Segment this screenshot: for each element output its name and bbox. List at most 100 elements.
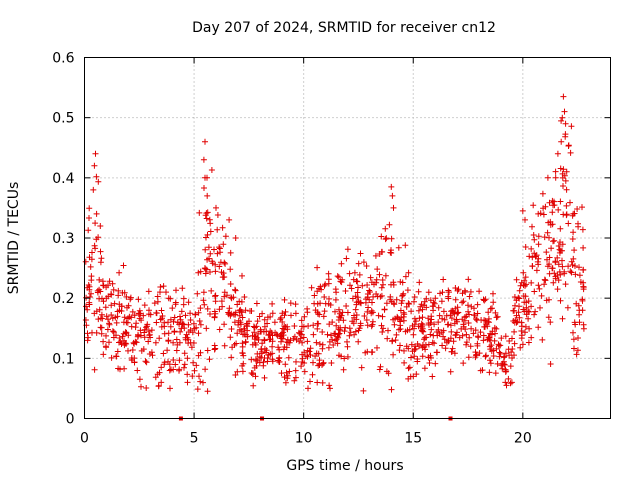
- data-point: [482, 317, 489, 324]
- data-point: [147, 311, 154, 318]
- data-point: [374, 344, 380, 351]
- data-point: [269, 358, 276, 365]
- data-point: [86, 286, 93, 293]
- data-point: [432, 360, 439, 367]
- data-point: [563, 168, 570, 175]
- data-point: [376, 271, 383, 278]
- data-point: [263, 347, 270, 354]
- data-point: [84, 330, 91, 337]
- data-point: [558, 138, 565, 145]
- data-point: [316, 311, 323, 318]
- data-point: [82, 317, 89, 323]
- data-point: [552, 168, 559, 175]
- data-point: [145, 288, 152, 295]
- data-point: [557, 165, 564, 172]
- data-point: [570, 336, 577, 343]
- data-point: [196, 318, 203, 324]
- data-point: [431, 340, 438, 347]
- data-point: [516, 287, 523, 294]
- data-point: [380, 281, 386, 288]
- data-point: [187, 310, 194, 317]
- data-point: [565, 142, 572, 149]
- data-point: [544, 174, 551, 181]
- data-point: [388, 386, 395, 393]
- data-point: [579, 297, 586, 304]
- data-point: [236, 312, 243, 319]
- data-point: [471, 305, 477, 312]
- data-point: [374, 266, 381, 273]
- data-point: [122, 340, 129, 347]
- data-point: [435, 304, 442, 311]
- data-point: [406, 364, 413, 371]
- data-point: [171, 329, 178, 335]
- data-point: [574, 206, 581, 212]
- data-point: [569, 262, 576, 268]
- data-point: [95, 316, 102, 323]
- data-point: [241, 326, 247, 332]
- data-point: [206, 356, 213, 363]
- data-point: [356, 271, 363, 278]
- data-point: [86, 205, 93, 212]
- data-point: [402, 242, 409, 249]
- data-point: [261, 316, 268, 323]
- data-point: [567, 149, 574, 156]
- data-point: [100, 338, 107, 345]
- data-point: [246, 318, 252, 325]
- data-point: [120, 330, 127, 337]
- y-tick-label: 0.3: [52, 231, 74, 247]
- data-point: [288, 312, 294, 319]
- data-point: [318, 286, 325, 293]
- data-point: [540, 211, 547, 218]
- y-tick-label: 0.5: [52, 111, 74, 127]
- data-point: [334, 273, 341, 280]
- data-point: [575, 223, 582, 230]
- data-point: [196, 209, 203, 216]
- data-point: [328, 332, 334, 339]
- data-point: [84, 306, 91, 313]
- data-point: [110, 286, 117, 293]
- data-point: [502, 333, 509, 340]
- data-point: [466, 293, 473, 300]
- data-point: [449, 345, 456, 352]
- data-point: [463, 313, 470, 320]
- data-point: [403, 343, 410, 350]
- data-point: [177, 316, 184, 323]
- data-point: [557, 225, 564, 232]
- x-tick-label: 15: [404, 431, 422, 447]
- data-point: [307, 378, 313, 385]
- data-point: [104, 326, 111, 333]
- data-point: [533, 267, 540, 274]
- data-point: [161, 323, 168, 330]
- data-point: [218, 269, 225, 276]
- data-point: [507, 363, 514, 370]
- data-point: [228, 310, 235, 317]
- data-point: [385, 327, 391, 334]
- data-point: [97, 223, 104, 229]
- data-point: [375, 312, 382, 319]
- data-point: [157, 289, 163, 296]
- data-point: [241, 294, 248, 300]
- data-point: [187, 327, 194, 334]
- data-point: [551, 270, 558, 277]
- data-point: [250, 382, 257, 389]
- data-point: [552, 258, 559, 265]
- data-point: [570, 229, 577, 236]
- data-point: [486, 343, 493, 350]
- data-point: [141, 326, 148, 333]
- data-point: [480, 332, 487, 339]
- data-point: [303, 353, 309, 359]
- data-point: [298, 331, 305, 338]
- data-point: [264, 320, 271, 327]
- data-point: [196, 373, 202, 380]
- data-point: [528, 303, 535, 310]
- data-point: [354, 278, 361, 285]
- data-point: [179, 320, 186, 327]
- data-point: [341, 328, 348, 335]
- data-point: [185, 321, 192, 328]
- data-point: [502, 379, 509, 386]
- data-point: [167, 385, 173, 392]
- data-point: [221, 289, 228, 296]
- data-point: [400, 313, 407, 320]
- data-point: [355, 284, 361, 291]
- data-point: [541, 281, 548, 288]
